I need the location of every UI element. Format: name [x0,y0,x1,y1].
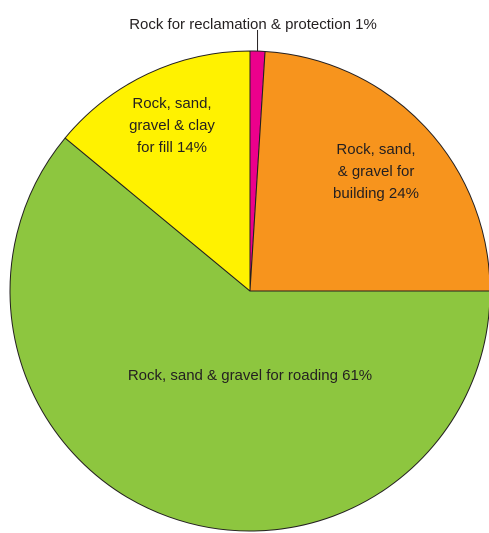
slice-label-1-line-2: building 24% [333,185,419,202]
slice-label-3-line-0: Rock, sand, [132,95,211,112]
slice-label-0: Rock for reclamation & protection 1% [129,16,377,33]
pie-slices [9,50,489,532]
slice-label-1-line-1: & gravel for [338,163,415,180]
slice-label-3-line-2: for fill 14% [137,139,207,156]
slice-label-3-line-1: gravel & clay [129,117,215,134]
pie-slice-2 [9,137,489,532]
pie-labels: Rock for reclamation & protection 1% Rock… [128,16,419,384]
pie-slice-3 [64,50,251,292]
slice-label-3: Rock, sand, gravel & clay for fill 14% [129,95,215,156]
slice-label-1: Rock, sand, & gravel for building 24% [333,141,419,202]
slice-label-2-line-0: Rock, sand & gravel for roading 61% [128,367,372,384]
slice-label-0-line-0: Rock for reclamation & protection 1% [129,16,377,33]
pie-slice-1 [249,50,489,292]
slice-label-2: Rock, sand & gravel for roading 61% [128,367,372,384]
slice-label-1-line-0: Rock, sand, [336,141,415,158]
